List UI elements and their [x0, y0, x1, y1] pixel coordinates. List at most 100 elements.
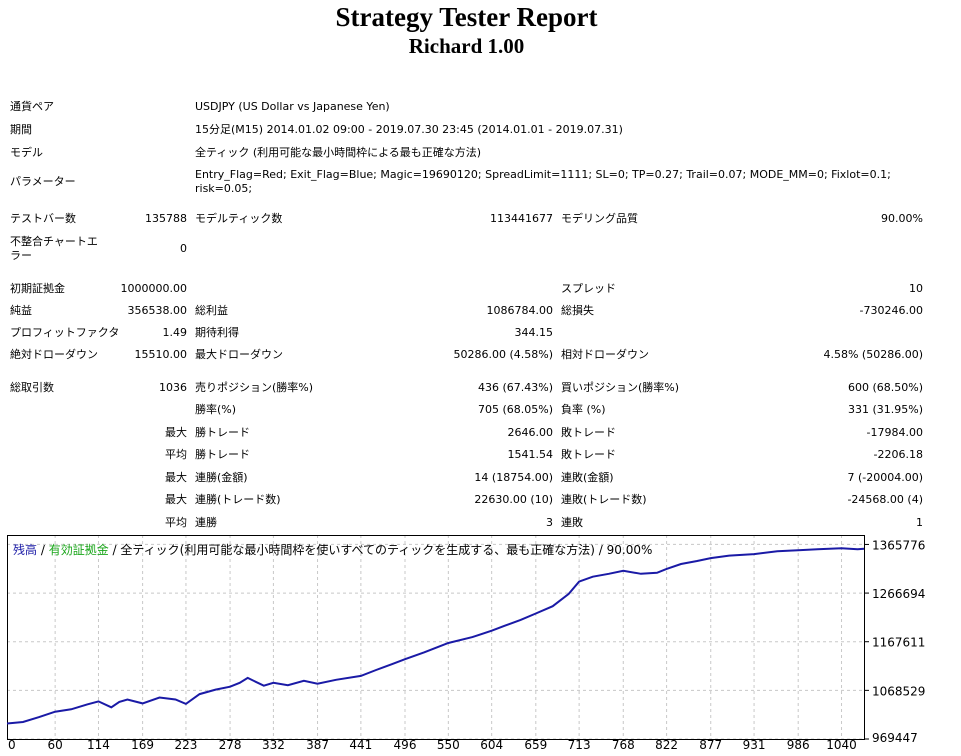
- params-value: Entry_Flag=Red; Exit_Flag=Blue; Magic=19…: [195, 168, 891, 195]
- x-tick-label: 822: [655, 738, 678, 751]
- win-label: 勝率(%): [195, 403, 237, 416]
- y-tick-label: 1365776: [872, 538, 925, 552]
- avg-consec-wins-label: 連勝: [195, 516, 217, 529]
- expected-value: 344.15: [514, 326, 554, 339]
- max-consec-wins-value: 14 (18754.00): [474, 471, 553, 484]
- y-tick-label: 1068529: [872, 684, 925, 698]
- bars-value: 135788: [145, 212, 187, 225]
- absdd-label: 絶対ドローダウン: [10, 348, 98, 361]
- long-label: 買いポジション(勝率%): [561, 381, 680, 394]
- x-tick-label: 931: [743, 738, 766, 751]
- avg-label: 平均: [165, 448, 187, 461]
- largest-loss-label: 敗トレード: [561, 426, 616, 439]
- legend-separator: /: [37, 543, 49, 557]
- long-value: 600 (68.50%): [847, 381, 923, 394]
- x-tick-label: 441: [349, 738, 372, 751]
- x-tick-label: 877: [699, 738, 722, 751]
- x-tick-label: 659: [524, 738, 547, 751]
- legend-separator-2: /: [109, 543, 121, 557]
- trades-label: 総取引数: [10, 381, 54, 394]
- max-consec-losses-label: 連敗(金額): [561, 471, 614, 484]
- x-tick-label: 0: [8, 738, 16, 751]
- symbol-value: USDJPY (US Dollar vs Japanese Yen): [195, 100, 390, 113]
- bars-label: テストバー数: [10, 212, 76, 225]
- mismatch-value: 0: [180, 242, 187, 255]
- balance-series-line: [6, 547, 865, 725]
- netprofit-value: 356538.00: [127, 304, 188, 317]
- max-consec-profit-value: 22630.00 (10): [474, 493, 553, 506]
- quality-label: モデリング品質: [561, 212, 638, 225]
- period-label: 期間: [10, 123, 32, 136]
- max-consec-profit-label: 連勝(トレード数): [195, 493, 281, 506]
- avg-consec-losses-label: 連敗: [561, 516, 583, 529]
- x-tick-label: 278: [219, 738, 242, 751]
- loss-value: 331 (31.95%): [847, 403, 923, 416]
- pf-value: 1.49: [162, 326, 188, 339]
- avg-consec-wins-value: 3: [546, 516, 553, 529]
- largest-loss-value: -17984.00: [866, 426, 923, 439]
- quality-value: 90.00%: [881, 212, 923, 225]
- largest-win-value: 2646.00: [507, 426, 554, 439]
- model-label: モデル: [10, 146, 43, 159]
- y-tick-label: 969447: [872, 731, 918, 745]
- max-label: 最大: [165, 426, 187, 439]
- report-subtitle: Richard 1.00: [408, 34, 525, 58]
- params-label: パラメーター: [10, 175, 76, 188]
- x-tick-label: 169: [131, 738, 154, 751]
- short-value: 436 (67.43%): [477, 381, 553, 394]
- legend-equity: 有効証拠金: [49, 542, 109, 557]
- legend-separator-3: /: [595, 543, 607, 557]
- avg-consec-losses-value: 1: [916, 516, 923, 529]
- deposit-value: 1000000.00: [120, 282, 187, 295]
- x-tick-label: 1040: [826, 738, 857, 751]
- report-title: Strategy Tester Report: [335, 2, 598, 32]
- symbol-label: 通貨ペア: [10, 100, 54, 113]
- y-tick-label: 1266694: [872, 587, 925, 601]
- x-tick-label: 713: [568, 738, 591, 751]
- expected-label: 期待利得: [195, 326, 239, 339]
- maxdd-value: 50286.00 (4.58%): [453, 348, 553, 361]
- max-label-3: 最大: [165, 493, 187, 506]
- x-tick-label: 604: [480, 738, 503, 751]
- balance-chart-svg: 0 60 114 169 223 278 332 387 441 496 550 604 659 713 7…: [6, 535, 925, 752]
- spread-label: スプレッド: [561, 282, 616, 295]
- legend-model: 全ティック(利用可能な最小時間枠を使いすべてのティックを生成する、最も正確な方法…: [120, 542, 595, 557]
- x-tick-label: 332: [262, 738, 285, 751]
- chart-grid: [7, 535, 864, 740]
- x-axis-ticks: 0 60 114 169 223 278 332 387 441 496 550 604 659 713 7…: [8, 738, 857, 752]
- x-tick-label: 986: [787, 738, 810, 751]
- legend-quality: 90.00%: [607, 543, 653, 557]
- avg-loss-value: -2206.18: [873, 448, 923, 461]
- pf-label: プロフィットファクタ: [10, 326, 120, 339]
- win-value: 705 (68.05%): [477, 403, 553, 416]
- balance-chart: 0 60 114 169 223 278 332 387 441 496 550 604 659 713 7…: [6, 535, 951, 752]
- reldd-value: 4.58% (50286.00): [823, 348, 923, 361]
- maxdd-label: 最大ドローダウン: [195, 348, 283, 361]
- max-consec-loss-label: 連敗(トレード数): [561, 493, 647, 506]
- deposit-label: 初期証拠金: [10, 282, 65, 295]
- netprofit-label: 純益: [10, 304, 32, 317]
- legend-balance: 残高: [13, 542, 37, 557]
- max-consec-loss-value: -24568.00 (4): [847, 493, 923, 506]
- max-consec-losses-value: 7 (-20004.00): [847, 471, 923, 484]
- max-label-2: 最大: [165, 471, 187, 484]
- x-tick-label: 496: [394, 738, 417, 751]
- x-tick-label: 223: [174, 738, 197, 751]
- period-value: 15分足(M15) 2014.01.02 09:00 - 2019.07.30 …: [195, 123, 623, 136]
- loss-label: 負率 (%): [561, 403, 606, 416]
- x-tick-label: 550: [437, 738, 460, 751]
- avg-label-2: 平均: [165, 516, 187, 529]
- trades-value: 1036: [159, 381, 187, 394]
- grossprofit-value: 1086784.00: [486, 304, 553, 317]
- x-tick-label: 114: [87, 738, 110, 751]
- ticks-label: モデルティック数: [195, 212, 283, 225]
- grossloss-value: -730246.00: [859, 304, 923, 317]
- avg-loss-label: 敗トレード: [561, 448, 616, 461]
- chart-legend: 残高 / 有効証拠金 / 全ティック(利用可能な最小時間枠を使いすべてのティック…: [13, 542, 652, 557]
- x-tick-label: 60: [48, 738, 63, 751]
- chart-plot-frame: [7, 535, 865, 740]
- absdd-value: 15510.00: [134, 348, 188, 361]
- grossprofit-label: 総利益: [195, 304, 228, 317]
- avg-win-value: 1541.54: [507, 448, 554, 461]
- reldd-label: 相対ドローダウン: [561, 348, 649, 361]
